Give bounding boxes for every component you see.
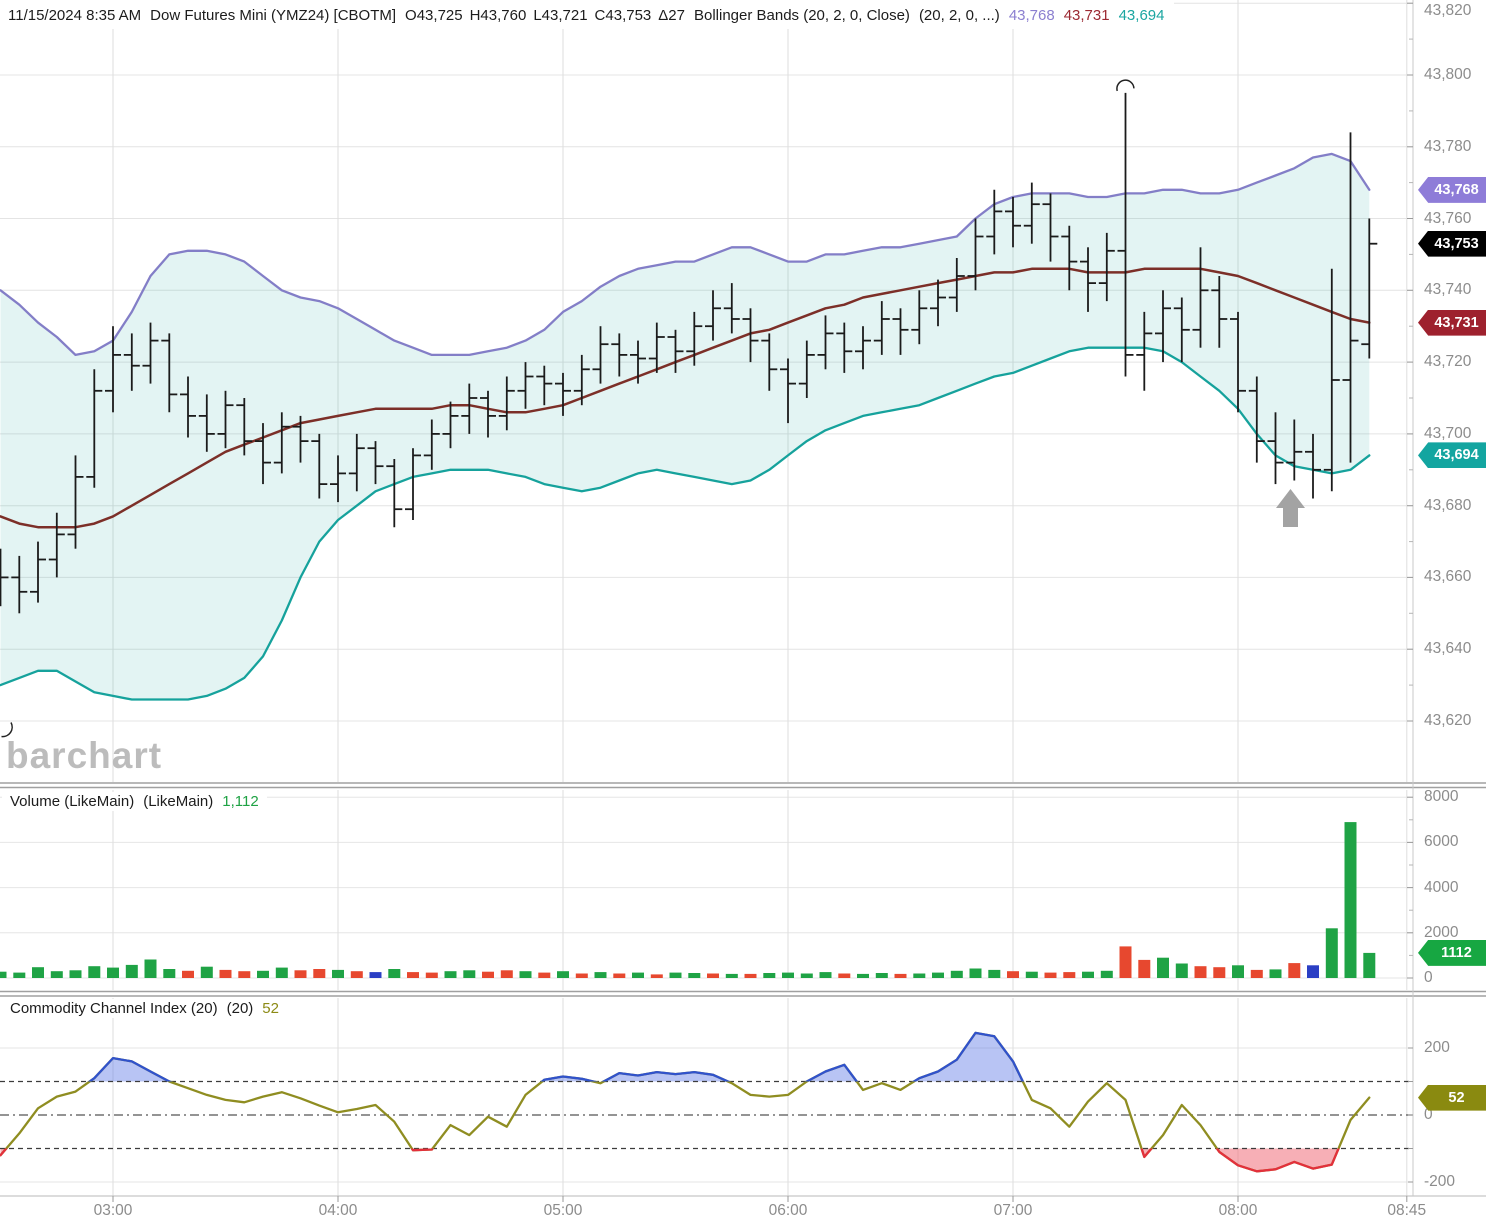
price-axis-label: 43,800 xyxy=(1424,65,1472,83)
volume-last-value: 1,112 xyxy=(222,793,259,810)
barchart-logo: barchart xyxy=(6,735,163,776)
cci-study-name: Commodity Channel Index (20) xyxy=(10,1000,218,1017)
edge-marker-arc xyxy=(1,722,13,738)
cci-badge: 52 xyxy=(1418,1084,1486,1111)
volume-axis-label: 2000 xyxy=(1424,923,1459,941)
price-axis-label: 43,720 xyxy=(1424,353,1472,371)
axis-ticks xyxy=(112,0,1414,1202)
cci-line xyxy=(0,1031,1371,1173)
header-datetime: 11/15/2024 8:35 AM xyxy=(8,6,142,24)
volume-axis-label: 6000 xyxy=(1424,833,1459,851)
price-axis-label: 43,620 xyxy=(1424,712,1472,729)
price-axis-label: 43,780 xyxy=(1424,137,1472,155)
cci-axis-label: 0 xyxy=(1424,1106,1433,1123)
high-marker-arc xyxy=(1116,79,1135,92)
volume-study-params: (LikeMain) xyxy=(143,793,214,810)
price-badge-upper-band: 43,768 xyxy=(1418,176,1486,203)
price-axis-label: 43,660 xyxy=(1424,568,1472,586)
header-low: L43,721 xyxy=(533,6,588,24)
price-badge-lower-band: 43,694 xyxy=(1418,442,1486,469)
bollinger-middle-line xyxy=(0,267,1371,529)
cci-line-oversold xyxy=(0,1148,1340,1173)
time-axis-label: 08:45 xyxy=(1387,1202,1427,1219)
bollinger-upper-line xyxy=(0,152,1371,357)
header-high: H43,760 xyxy=(469,6,527,24)
cci-study-params: (20) xyxy=(226,1000,254,1017)
cci-oversold-fill xyxy=(0,1148,1370,1172)
cci-axis-label: 200 xyxy=(1424,1039,1450,1056)
cci-panel-label: Commodity Channel Index (20) (20) 52 xyxy=(2,999,287,1018)
volume-badge: 1112 xyxy=(1418,939,1486,966)
bollinger-band-fill xyxy=(0,153,1370,700)
price-axis-label: 43,700 xyxy=(1424,424,1472,442)
header-lower-band-value: 43,694 xyxy=(1118,6,1165,24)
price-axis-label: 43,640 xyxy=(1424,640,1472,658)
header-change: Δ27 xyxy=(658,6,685,24)
cci-last-value: 52 xyxy=(262,1000,279,1017)
bollinger-lower-line xyxy=(0,346,1371,701)
price-axis-label: 43,740 xyxy=(1424,281,1472,299)
volume-axis-label: 4000 xyxy=(1424,878,1459,896)
volume-bars xyxy=(0,822,1376,978)
header-open: O43,725 xyxy=(405,6,463,24)
header-study-params: (20, 2, 0, ...) xyxy=(918,6,1000,24)
header-close: C43,753 xyxy=(594,6,652,24)
panel-separators xyxy=(0,782,1486,1197)
ohlc-bars xyxy=(0,92,1378,614)
time-axis-label: 08:00 xyxy=(1218,1202,1258,1219)
price-axis-label: 43,680 xyxy=(1424,496,1472,514)
cci-axis-label: -200 xyxy=(1424,1173,1456,1190)
volume-axis-label: 0 xyxy=(1424,969,1433,986)
header-study-name: Bollinger Bands (20, 2, 0, Close) xyxy=(693,6,910,24)
time-axis-label: 04:00 xyxy=(318,1202,358,1219)
time-axis-label: 07:00 xyxy=(993,1202,1033,1219)
volume-study-name: Volume (LikeMain) xyxy=(10,793,135,810)
price-badge-last: 43,753 xyxy=(1418,230,1486,257)
volume-panel-label: Volume (LikeMain) (LikeMain) 1,112 xyxy=(2,792,267,811)
header-instrument: Dow Futures Mini (YMZ24) [CBOTM] xyxy=(150,6,397,24)
time-axis-label: 06:00 xyxy=(768,1202,808,1219)
quote-header: 11/15/2024 8:35 AM Dow Futures Mini (YMZ… xyxy=(0,0,1175,29)
header-ohlc: O43,725 H43,760 L43,721 C43,753 Δ27 xyxy=(405,7,685,24)
price-badge-middle-band: 43,731 xyxy=(1418,309,1486,336)
time-axis-label: 05:00 xyxy=(543,1202,583,1219)
time-axis-label: 03:00 xyxy=(93,1202,133,1219)
header-middle-band-value: 43,731 xyxy=(1063,6,1110,24)
up-arrow-marker xyxy=(1276,489,1305,527)
cci-line-overbought xyxy=(87,1031,1025,1082)
price-axis-label: 43,820 xyxy=(1424,2,1472,19)
volume-axis-label: 8000 xyxy=(1424,788,1459,806)
price-axis-label: 43,760 xyxy=(1424,209,1472,227)
cci-overbought-fill xyxy=(0,1032,1370,1082)
header-upper-band-value: 43,768 xyxy=(1008,6,1055,24)
